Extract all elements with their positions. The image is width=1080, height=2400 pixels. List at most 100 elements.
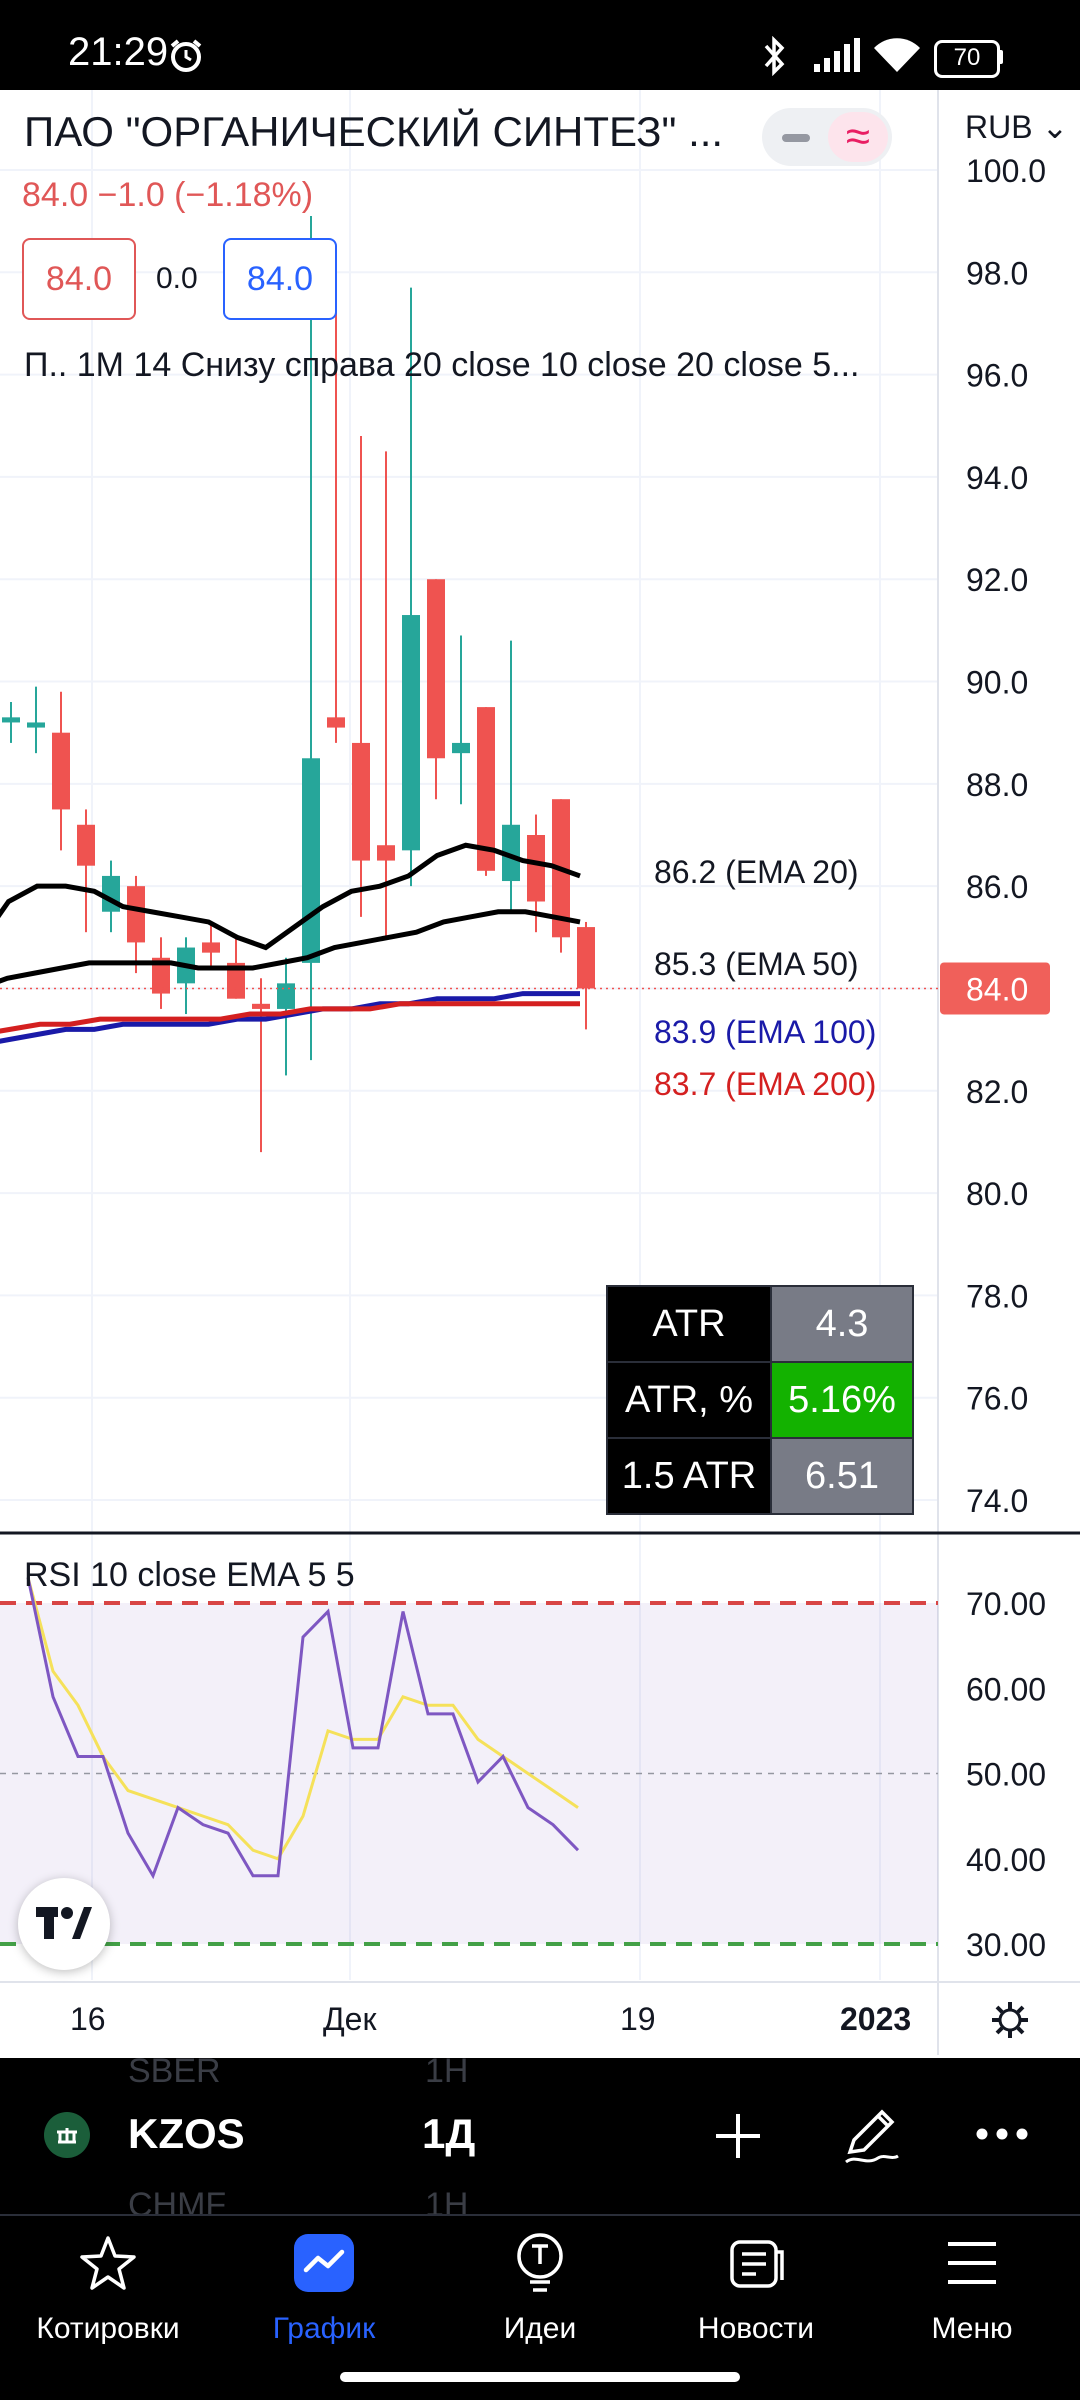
news-icon xyxy=(730,2240,784,2288)
candle-body xyxy=(577,927,595,989)
nav-quotes[interactable]: Котировки xyxy=(0,2214,216,2400)
buy-button[interactable]: 84.0 xyxy=(223,238,337,320)
rsi-ema-line xyxy=(26,1577,579,1861)
atr-row: 1.5 ATR 6.51 xyxy=(606,1437,914,1515)
nav-label-quotes: Котировки xyxy=(36,2312,180,2345)
wave-icon[interactable]: ≈ xyxy=(828,112,888,162)
price-axis-label: 82.0 xyxy=(966,1074,1028,1110)
candle-body xyxy=(452,742,470,754)
price-axis-label: 90.0 xyxy=(966,665,1028,701)
ema-label: 83.9 (EMA 100) xyxy=(654,1014,877,1050)
bluetooth-icon xyxy=(764,36,785,76)
price-axis-label: 98.0 xyxy=(966,255,1028,291)
plus-icon[interactable] xyxy=(712,2110,764,2162)
candle-body xyxy=(352,742,370,861)
currency-label: RUB xyxy=(965,109,1033,145)
candle-body xyxy=(152,957,170,994)
atr-row: ATR 4.3 xyxy=(606,1285,914,1363)
chevron-down-icon: ⌄ xyxy=(1041,109,1069,145)
star-icon xyxy=(80,2236,136,2290)
price-axis-label: 76.0 xyxy=(966,1381,1028,1417)
nav-chart[interactable]: График xyxy=(216,2214,432,2400)
candle-body xyxy=(202,942,220,953)
rsi-pane: 70.00 60.00 50.00 40.00 30.00 xyxy=(0,1577,1046,1963)
status-time: 21:29 xyxy=(68,30,169,74)
rsi-axis-label: 70.00 xyxy=(966,1586,1046,1622)
last-price-tag xyxy=(940,962,1050,1015)
ema-line xyxy=(0,991,580,1044)
ghost-interval-top: 1Н xyxy=(425,2052,469,2090)
tradingview-logo-icon xyxy=(36,1907,92,1939)
atr-table: ATR 4.3 ATR, % 5.16% 1.5 ATR 6.51 xyxy=(606,1285,914,1515)
collapse-icon[interactable] xyxy=(770,114,822,160)
candle-body xyxy=(327,717,345,728)
candle-body xyxy=(302,758,320,963)
time-axis-label: Дек xyxy=(323,2001,377,2037)
nav-divider xyxy=(0,2214,1080,2216)
candle-body xyxy=(402,615,420,851)
signal-icon xyxy=(814,38,860,72)
price-axis-label: 86.0 xyxy=(966,869,1028,905)
price-axis-label: 78.0 xyxy=(966,1278,1028,1314)
candle-body xyxy=(252,1003,270,1009)
candle-body xyxy=(502,824,520,882)
rsi-axis-label: 30.00 xyxy=(966,1927,1046,1963)
sell-button[interactable]: 84.0 xyxy=(22,238,136,320)
nav-label-chart: График xyxy=(272,2312,376,2345)
alarm-icon xyxy=(170,39,202,72)
nav-news[interactable]: Новости xyxy=(648,2214,864,2400)
price-axis-label: 92.0 xyxy=(966,562,1028,598)
candle-body xyxy=(227,962,245,999)
spread-value: 0.0 xyxy=(156,262,198,295)
price-change: 84.0 −1.0 (−1.18%) xyxy=(22,176,314,214)
candle-body xyxy=(477,707,495,871)
battery-icon: 70 xyxy=(934,40,1000,78)
time-axis-label: 19 xyxy=(620,2001,656,2037)
nav-menu[interactable]: Меню xyxy=(864,2214,1080,2400)
indicators-legend[interactable]: П.. 1М 14 Снизу справа 20 close 10 close… xyxy=(24,346,860,384)
ema-label: 85.3 (EMA 50) xyxy=(654,946,859,982)
rsi-title[interactable]: RSI 10 close EMA 5 5 xyxy=(24,1556,355,1594)
candle-body xyxy=(127,886,145,943)
settings-gear-icon[interactable] xyxy=(990,2000,1030,2040)
ema-line xyxy=(0,1001,580,1034)
tradingview-logo[interactable] xyxy=(18,1878,110,1970)
nav-label-menu: Меню xyxy=(931,2312,1013,2345)
nav-label-news: Новости xyxy=(697,2312,815,2345)
price-axis-label: 74.0 xyxy=(966,1483,1028,1519)
bottom-nav: Котировки График Идеи Новости Меню xyxy=(0,2214,1080,2400)
draw-pencil-icon[interactable] xyxy=(842,2108,902,2166)
status-bar: 21:29 70 xyxy=(0,0,1080,90)
interval-selector[interactable]: 1Д xyxy=(422,2110,476,2157)
price-axis-label: 96.0 xyxy=(966,358,1028,394)
price-axis: 100.0 98.0 96.0 94.0 92.0 90.0 88.0 86.0 82.0 80.… xyxy=(940,153,1050,1519)
time-axis-label: 16 xyxy=(70,2001,106,2037)
chart-icon xyxy=(294,2234,354,2292)
price-axis-label: 100.0 xyxy=(966,153,1046,189)
more-icon[interactable] xyxy=(974,2126,1030,2142)
ticker-selector[interactable]: KZOS xyxy=(128,2110,245,2157)
atr-key: 1.5 ATR xyxy=(606,1437,772,1515)
chart-style-toggle[interactable]: ≈ xyxy=(762,108,892,166)
price-axis-label: 80.0 xyxy=(966,1176,1028,1212)
time-axis-label: 2023 xyxy=(840,2001,911,2037)
home-indicator[interactable] xyxy=(340,2372,740,2382)
bulb-icon xyxy=(517,2233,563,2292)
menu-icon xyxy=(948,2242,996,2284)
price-chart[interactable]: 100.0 98.0 96.0 94.0 92.0 90.0 88.0 86.0 82.0 80.… xyxy=(0,90,1080,2055)
symbol-logo-icon xyxy=(44,2112,90,2158)
battery-level: 70 xyxy=(953,44,981,71)
candle-body xyxy=(377,845,395,861)
ghost-ticker-top: SBER xyxy=(128,2052,221,2090)
currency-selector[interactable]: RUB ⌄ xyxy=(965,108,1068,146)
candle-body xyxy=(427,579,445,759)
rsi-line xyxy=(26,1577,580,1880)
symbol-title[interactable]: ПАО "ОРГАНИЧЕСКИЙ СИНТЕЗ" ... xyxy=(24,108,724,155)
nav-ideas[interactable]: Идеи xyxy=(432,2214,648,2400)
atr-key: ATR xyxy=(606,1285,772,1363)
candle-body xyxy=(277,983,295,1009)
candle-body xyxy=(77,824,95,866)
candle-body xyxy=(52,732,70,810)
battery-tip xyxy=(998,50,1003,64)
price-axis-label: 88.0 xyxy=(966,767,1028,803)
